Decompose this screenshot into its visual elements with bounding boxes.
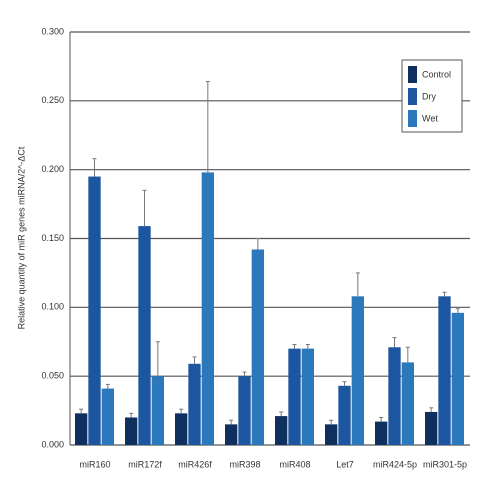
y-tick-label: 0.250: [41, 95, 64, 105]
error-bar: [279, 411, 284, 417]
y-tick-label: 0.100: [41, 302, 64, 312]
error-bar: [92, 158, 97, 177]
y-tick-label: 0.300: [41, 26, 64, 36]
error-bar: [342, 381, 347, 386]
bar: [251, 249, 264, 445]
error-bar: [355, 272, 360, 297]
bar: [351, 296, 364, 445]
bar: [325, 424, 338, 445]
error-bar: [105, 383, 110, 389]
error-bar: [429, 407, 434, 412]
x-tick-label: miR160: [79, 459, 110, 469]
error-bar: [255, 238, 260, 250]
bar: [401, 362, 414, 445]
error-bar: [379, 416, 384, 422]
x-tick-label: miR172f: [128, 459, 162, 469]
x-tick-label: miR424-5p: [373, 459, 417, 469]
bar: [188, 363, 201, 445]
bar: [88, 176, 101, 446]
x-tick-label: Let7: [336, 459, 354, 469]
error-bar: [142, 189, 147, 227]
error-bar: [392, 337, 397, 348]
legend-label: Wet: [422, 113, 438, 123]
error-bar: [242, 371, 247, 377]
bar: [175, 413, 188, 445]
bar: [275, 416, 288, 445]
legend-swatch: [408, 66, 417, 83]
x-tick-label: miR398: [229, 459, 260, 469]
bar: [201, 172, 214, 446]
error-bar: [305, 344, 310, 349]
bar: [225, 424, 238, 445]
legend-label: Control: [422, 69, 451, 79]
error-bar: [192, 356, 197, 364]
bar: [338, 385, 351, 445]
error-bar: [455, 308, 460, 313]
y-tick-label: 0.050: [41, 371, 64, 381]
bar: [75, 413, 88, 445]
bar: [388, 347, 401, 445]
y-tick-label: 0.000: [41, 439, 64, 449]
error-bar: [329, 419, 334, 425]
bar: [451, 312, 464, 445]
legend-swatch: [408, 110, 417, 127]
error-bar: [442, 291, 447, 297]
error-bar: [155, 341, 160, 377]
y-tick-label: 0.200: [41, 164, 64, 174]
legend-swatch: [408, 88, 417, 105]
y-tick-label: 0.150: [41, 233, 64, 243]
error-bar: [405, 346, 410, 363]
x-tick-label: miR301-5p: [423, 459, 467, 469]
bar: [138, 226, 151, 445]
bar: [375, 421, 388, 445]
y-axis-label: Relative quantity of miR genes miRNA/2^-…: [16, 146, 26, 329]
error-bar: [205, 81, 210, 173]
x-tick-label: miR408: [279, 459, 310, 469]
error-bar: [229, 419, 234, 425]
bar: [301, 348, 314, 445]
bar: [151, 376, 164, 445]
bar: [425, 411, 438, 445]
bar: [238, 376, 251, 445]
error-bar: [292, 344, 297, 349]
bar: [288, 348, 301, 445]
error-bar: [129, 412, 134, 418]
x-tick-label: miR426f: [178, 459, 212, 469]
bar: [101, 388, 114, 445]
legend-label: Dry: [422, 91, 436, 101]
error-bar: [179, 408, 184, 414]
error-bar: [79, 408, 84, 414]
bar: [125, 417, 138, 445]
bar: [438, 296, 451, 445]
